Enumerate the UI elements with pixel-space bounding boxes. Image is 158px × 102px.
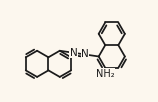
Text: N: N [70,48,77,58]
Text: N: N [81,49,89,59]
Text: NH₂: NH₂ [96,69,115,79]
